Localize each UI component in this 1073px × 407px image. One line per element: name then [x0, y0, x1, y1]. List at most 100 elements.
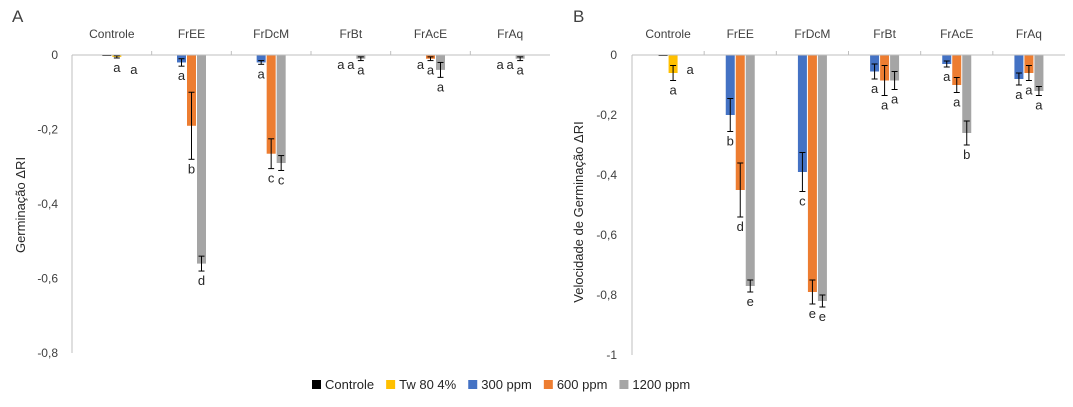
panel-b-y-axis-label: Velocidade de Germinação ΔRI — [571, 121, 586, 302]
y-tick-label: -0,6 — [596, 228, 617, 242]
legend-label: 1200 ppm — [632, 377, 690, 392]
legend: Controle Tw 80 4% 300 ppm 600 ppm 1200 ppm — [312, 377, 690, 392]
significance-label: a — [178, 68, 186, 83]
category-label: FrEE — [727, 27, 754, 41]
panel-b-axes — [631, 51, 1065, 355]
category-label: FrAq — [1016, 27, 1042, 41]
bar — [725, 55, 735, 115]
bar — [870, 55, 880, 72]
significance-label: a — [337, 57, 345, 72]
bar — [1014, 55, 1024, 79]
panel-b-y-ticks: 0 -0,2 -0,4 -0,6 -0,8 -1 — [596, 48, 617, 362]
significance-label: a — [669, 83, 677, 98]
significance-label: a — [943, 69, 951, 84]
legend-label: 600 ppm — [557, 377, 608, 392]
bar — [817, 55, 827, 301]
significance-label: a — [497, 57, 505, 72]
significance-label: a — [891, 92, 899, 107]
significance-label: a — [881, 98, 889, 113]
y-tick-label: -0,8 — [37, 346, 58, 360]
legend-swatch — [312, 380, 321, 389]
significance-label: a — [953, 95, 961, 110]
y-tick-label: -0,4 — [596, 168, 617, 182]
y-tick-label: -1 — [606, 348, 617, 362]
significance-label: a — [1025, 83, 1033, 98]
significance-label: a — [1035, 98, 1043, 113]
significance-label: c — [278, 172, 285, 187]
panel-b-letter: B — [573, 7, 584, 26]
significance-label: e — [809, 306, 816, 321]
bar — [962, 55, 972, 133]
significance-label: a — [427, 63, 435, 78]
category-label: FrDcM — [794, 27, 830, 41]
significance-label: a — [417, 57, 425, 72]
significance-label: e — [747, 294, 754, 309]
significance-label: a — [437, 79, 445, 94]
category-label: FrAcE — [940, 27, 973, 41]
y-tick-label: -0,8 — [596, 288, 617, 302]
significance-label: a — [686, 62, 694, 77]
significance-label: c — [799, 194, 806, 209]
significance-label: b — [188, 161, 195, 176]
category-label: Controle — [645, 27, 691, 41]
y-tick-label: -0,2 — [37, 123, 58, 137]
significance-label: d — [737, 219, 744, 234]
panel-a-category-labels: Controle FrEE FrDcM FrBt FrAcE FrAq — [89, 27, 523, 41]
category-label: FrEE — [178, 27, 205, 41]
legend-swatch — [386, 380, 396, 389]
significance-label: a — [507, 57, 515, 72]
category-label: FrBt — [339, 27, 362, 41]
significance-label: a — [357, 63, 365, 78]
bar — [942, 55, 952, 64]
bar — [1024, 55, 1034, 73]
panel-b-category-labels: Controle FrEE FrDcM FrBt FrAcE FrAq — [645, 27, 1042, 41]
bar — [668, 55, 678, 73]
significance-label: a — [871, 81, 879, 96]
significance-label: a — [258, 66, 266, 81]
category-label: FrDcM — [253, 27, 289, 41]
panel-a: A Germinação ΔRI 0 -0,2 -0,4 -0,6 -0,8 Contr… — [12, 7, 550, 360]
panel-a-y-ticks: 0 -0,2 -0,4 -0,6 -0,8 — [37, 48, 58, 360]
bar — [952, 55, 962, 85]
significance-label: a — [347, 57, 355, 72]
bar — [1034, 55, 1044, 91]
bar — [807, 55, 817, 292]
bar — [187, 55, 196, 126]
significance-label: b — [727, 134, 734, 149]
significance-label: a — [113, 60, 121, 75]
bar — [256, 55, 266, 63]
y-tick-label: -0,4 — [37, 197, 58, 211]
legend-label: 300 ppm — [481, 377, 532, 392]
bar — [266, 55, 276, 154]
panel-a-letter: A — [12, 7, 24, 26]
y-tick-label: -0,6 — [37, 272, 58, 286]
y-tick-label: -0,2 — [596, 108, 617, 122]
legend-swatch — [468, 380, 478, 389]
legend-swatch — [543, 380, 553, 389]
bar — [745, 55, 755, 286]
significance-label: a — [1015, 87, 1023, 102]
category-label: Controle — [89, 27, 135, 41]
y-tick-label: 0 — [51, 48, 58, 62]
bar — [276, 55, 286, 164]
bar — [735, 55, 745, 190]
bar — [797, 55, 807, 172]
legend-label: Controle — [325, 377, 374, 392]
legend-swatch — [619, 380, 629, 389]
category-label: FrAcE — [414, 27, 447, 41]
bar — [890, 55, 900, 81]
category-label: FrBt — [873, 27, 896, 41]
panel-b: B Velocidade de Germinação ΔRI 0 -0,2 -0,4… — [571, 7, 1065, 362]
category-label: FrAq — [497, 27, 523, 41]
bar — [197, 55, 206, 264]
panel-a-axes — [71, 51, 550, 353]
y-tick-label: 0 — [610, 48, 617, 62]
significance-label: b — [963, 147, 970, 162]
significance-label: e — [819, 309, 826, 324]
significance-label: a — [130, 62, 138, 77]
significance-label: d — [198, 273, 205, 288]
panel-a-y-axis-label: Germinação ΔRI — [13, 157, 28, 253]
